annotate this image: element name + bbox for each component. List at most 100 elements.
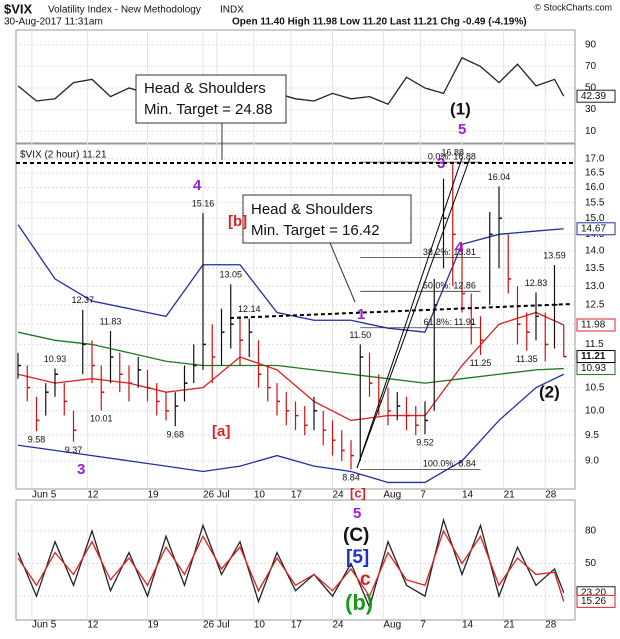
index-name: Volatility Index - New Methodology	[48, 5, 201, 16]
x-tick-label: Jun 5	[32, 620, 57, 631]
y-tick-label: 80	[585, 525, 597, 536]
x-tick-label: 12	[87, 490, 99, 501]
wedge-line	[356, 157, 471, 469]
annotation-text: Head & Shoulders	[251, 201, 373, 218]
y-tick-label: 50	[585, 83, 597, 94]
quote: Open 11.40 High 11.98 Low 11.20 Last 11.…	[232, 17, 527, 28]
point-label: 13.59	[543, 250, 566, 260]
series-line	[17, 56, 565, 106]
stoch-panel	[15, 499, 576, 621]
y-tick-label: 16.5	[585, 168, 605, 179]
last-value-label: 15.26	[581, 596, 606, 607]
symbol: $VIX	[4, 1, 33, 16]
price-panel	[15, 143, 576, 490]
x-tick-label: 26	[203, 620, 215, 631]
fib-label: 50.0%: 12.86	[423, 281, 476, 291]
last-value-label: 42.39	[581, 91, 606, 102]
y-tick-label: 12.5	[585, 299, 605, 310]
y-tick-label: 50	[585, 558, 597, 569]
wave-label: (2)	[539, 382, 560, 401]
x-tick-label: 24	[333, 490, 345, 501]
point-label: 9.58	[28, 435, 46, 445]
point-label: 15.16	[192, 199, 215, 209]
neckline	[229, 303, 573, 319]
exchange: INDX	[220, 5, 244, 16]
x-tick-label: 7	[420, 620, 426, 631]
fib-label: 100.0%: 8.84	[423, 459, 476, 469]
wave-label: [a]	[212, 423, 230, 440]
date: 30-Aug-2017 11:31am	[4, 17, 103, 28]
fib-label: 38.2%: 13.81	[423, 247, 476, 257]
point-label: 12.37	[71, 295, 94, 305]
point-label: 12.83	[525, 278, 548, 288]
x-tick-label: 14	[462, 490, 474, 501]
x-tick-label: 21	[504, 620, 516, 631]
x-tick-label: 28	[545, 490, 557, 501]
y-tick-label: 70	[585, 61, 597, 72]
point-label: 11.50	[349, 330, 371, 340]
series-line	[17, 224, 564, 333]
fib-label: 61.8%: 11.91	[424, 317, 476, 327]
point-label: 9.52	[416, 438, 434, 448]
annotation-box	[135, 74, 287, 124]
x-tick-label: Jul	[217, 490, 230, 501]
series-line	[17, 529, 565, 602]
x-tick-label: 12	[87, 620, 99, 631]
annotation-text: Head & Shoulders	[144, 80, 266, 97]
annotation-box	[242, 194, 412, 244]
y-tick-label: 10	[585, 126, 597, 137]
x-tick-label: 10	[254, 490, 266, 501]
y-tick-label: 15.5	[585, 197, 605, 208]
y-tick-label: 16.0	[585, 182, 605, 193]
annotation-text: Min. Target = 24.88	[144, 101, 273, 118]
y-tick-label: 11.5	[585, 339, 604, 350]
wave-label: (b)	[345, 590, 373, 615]
fib-label: 0.0%: 16.88	[428, 152, 476, 162]
wave-label: 1	[357, 306, 365, 323]
x-tick-label: 14	[462, 620, 474, 631]
annotation-pointer	[329, 242, 356, 303]
wave-label: (1)	[450, 99, 471, 118]
y-tick-label: 9.5	[585, 430, 599, 441]
point-label: 11.83	[100, 316, 122, 326]
y-tick-label: 14.0	[585, 246, 605, 257]
point-label: 16.04	[488, 172, 511, 182]
last-value-label: 23.20	[581, 587, 606, 598]
last-value-label: 11.21	[581, 351, 606, 362]
y-tick-label: 17.0	[585, 153, 605, 164]
y-tick-label: 30	[585, 104, 597, 115]
point-label: 13.05	[219, 270, 242, 280]
x-tick-label: 21	[504, 490, 516, 501]
x-tick-label: 28	[545, 620, 557, 631]
point-label: 11.25	[470, 358, 492, 368]
x-tick-label: 17	[291, 490, 303, 501]
last-value-label: 11.98	[581, 320, 606, 331]
point-label: 10.93	[44, 354, 67, 364]
last-value-box	[576, 318, 616, 332]
wave-label: 4	[193, 177, 202, 194]
x-tick-label: 26	[203, 490, 215, 501]
x-tick-label: 7	[420, 490, 426, 501]
y-tick-label: 13.0	[585, 281, 605, 292]
x-tick-label: 19	[148, 620, 160, 631]
y-tick-label: 15.0	[585, 213, 605, 224]
x-tick-label: 19	[148, 490, 160, 501]
x-tick-label: Aug	[383, 490, 401, 501]
wave-label: 3	[77, 461, 85, 478]
y-tick-label: 13.5	[585, 263, 605, 274]
x-tick-label: 17	[291, 620, 303, 631]
series-line	[17, 373, 565, 484]
point-label: 8.84	[342, 473, 360, 483]
price-legend: $VIX (2 hour) 11.21	[20, 150, 107, 161]
rsi-panel	[15, 29, 576, 144]
wave-label: [c]	[350, 485, 366, 500]
series-line	[17, 517, 565, 610]
wave-label: 4	[455, 239, 464, 256]
wave-label: 3	[437, 155, 445, 172]
point-label: 16.88	[441, 148, 464, 158]
x-tick-label: 24	[333, 620, 345, 631]
wave-label: c	[360, 569, 371, 590]
y-tick-label: 90	[585, 39, 597, 50]
y-tick-label: 10.0	[585, 405, 605, 416]
